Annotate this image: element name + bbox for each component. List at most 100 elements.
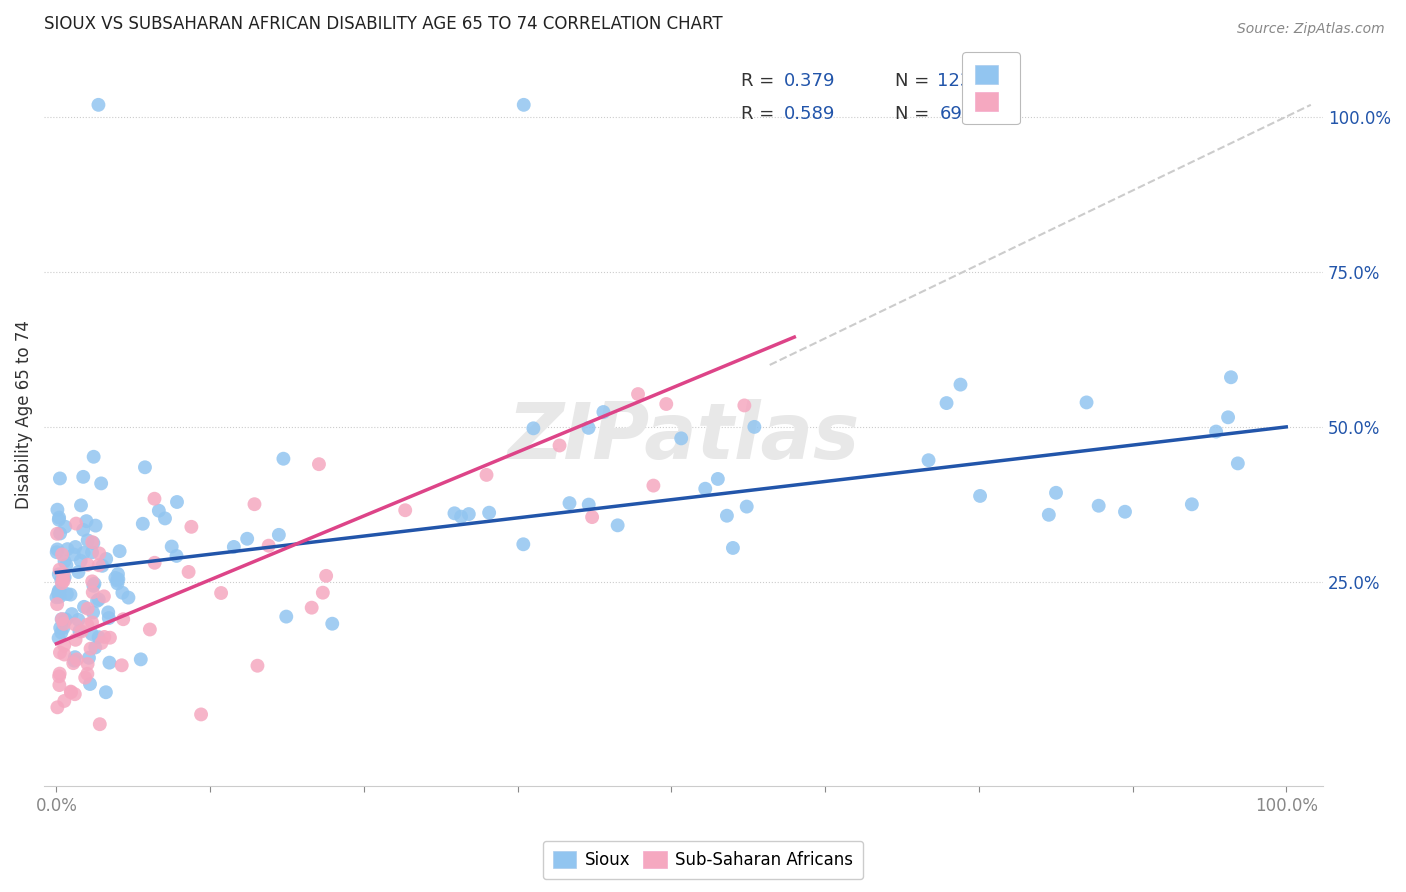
Point [51, 573, 73, 587]
Point [53, 639, 76, 653]
Point [443, 506, 465, 520]
Point [721, 541, 744, 555]
Point [56, 587, 79, 601]
Point [48, 583, 70, 598]
Point [82, 536, 104, 550]
Point [98, 656, 121, 670]
Point [69, 624, 91, 638]
Point [129, 652, 152, 666]
Point [513, 98, 536, 112]
Point [69, 554, 91, 568]
Point [578, 498, 600, 512]
Point [1076, 395, 1098, 409]
Point [48, 590, 70, 604]
Point [627, 387, 650, 401]
Point [1087, 499, 1109, 513]
Point [45, 591, 67, 605]
Point [53, 570, 76, 584]
Point [153, 511, 176, 525]
Point [107, 567, 129, 582]
Point [46, 597, 69, 611]
Point [79, 641, 101, 656]
Point [177, 565, 200, 579]
Point [51, 576, 73, 591]
Point [70, 624, 93, 639]
Point [46, 542, 69, 557]
Point [695, 482, 717, 496]
Point [96, 552, 118, 566]
Point [83, 450, 105, 464]
Point [733, 399, 755, 413]
Point [80, 627, 103, 641]
Point [257, 539, 280, 553]
Point [93, 590, 115, 604]
Point [949, 377, 972, 392]
Point [276, 609, 298, 624]
Point [315, 569, 337, 583]
Point [105, 574, 128, 588]
Point [1114, 505, 1136, 519]
Point [48, 587, 70, 601]
Point [475, 467, 498, 482]
Point [457, 507, 479, 521]
Point [236, 532, 259, 546]
Point [581, 510, 603, 524]
Point [222, 540, 245, 554]
Point [76, 601, 98, 615]
Point [450, 509, 472, 524]
Point [55, 612, 77, 626]
Point [1038, 508, 1060, 522]
Point [735, 500, 758, 514]
Point [139, 623, 162, 637]
Point [48, 510, 70, 524]
Point [90, 476, 112, 491]
Point [716, 508, 738, 523]
Point [148, 504, 170, 518]
Point [321, 616, 343, 631]
Point [49, 526, 72, 541]
Point [48, 563, 70, 577]
Point [76, 657, 98, 671]
Text: R =: R = [741, 105, 780, 123]
Point [134, 460, 156, 475]
Point [46, 700, 69, 714]
Point [132, 516, 155, 531]
Point [267, 528, 290, 542]
Point [209, 586, 232, 600]
Point [63, 548, 86, 562]
Point [75, 671, 97, 685]
Point [46, 502, 69, 516]
Point [55, 558, 77, 573]
Point [65, 632, 87, 647]
Point [63, 650, 86, 665]
Point [606, 518, 628, 533]
Point [79, 677, 101, 691]
Point [63, 617, 86, 632]
Text: N =: N = [894, 72, 935, 90]
Point [522, 421, 544, 435]
Point [243, 497, 266, 511]
Point [87, 98, 110, 112]
Point [1045, 485, 1067, 500]
Point [48, 513, 70, 527]
Point [86, 594, 108, 608]
Point [87, 558, 110, 573]
Text: ZIPatlas: ZIPatlas [508, 399, 859, 475]
Point [512, 537, 534, 551]
Point [82, 585, 104, 599]
Point [190, 707, 212, 722]
Point [63, 687, 86, 701]
Text: 123: 123 [936, 72, 972, 90]
Point [48, 631, 70, 645]
Point [1205, 425, 1227, 439]
Point [82, 606, 104, 620]
Point [46, 585, 69, 599]
Point [643, 478, 665, 492]
Point [308, 457, 330, 471]
Point [97, 611, 120, 625]
Text: 0.589: 0.589 [783, 105, 835, 123]
Point [53, 520, 76, 534]
Text: R =: R = [741, 72, 780, 90]
Point [98, 631, 121, 645]
Point [707, 472, 730, 486]
